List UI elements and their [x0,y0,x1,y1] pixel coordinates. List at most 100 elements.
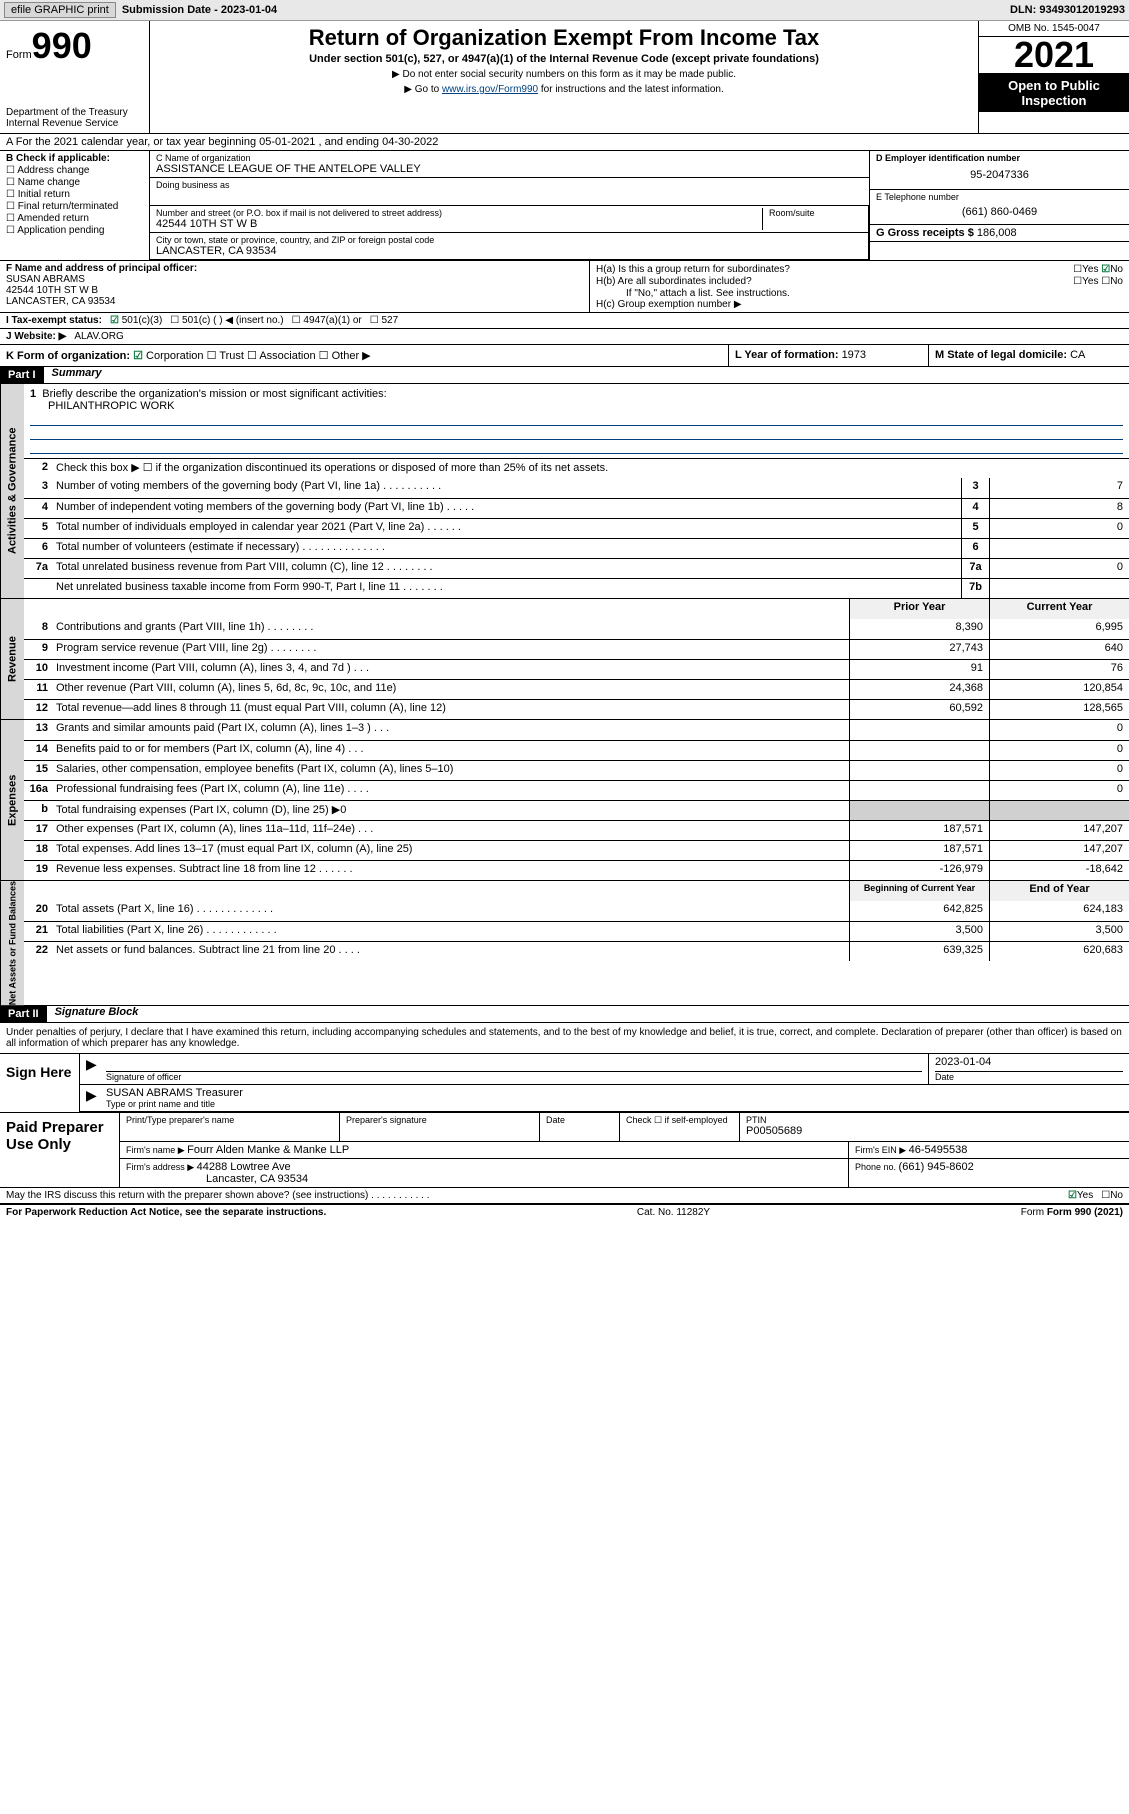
chk-final-return[interactable]: ☐ Final return/terminated [6,201,143,212]
ein-value: 95-2047336 [876,163,1123,187]
form-org-label: K Form of organization: [6,350,130,362]
gross-box: G Gross receipts $ 186,008 [870,225,1129,242]
summary-line: 9Program service revenue (Part VIII, lin… [24,639,1129,659]
summary-line: 14Benefits paid to or for members (Part … [24,740,1129,760]
city-label: City or town, state or province, country… [156,235,862,245]
chk-app-pending[interactable]: ☐ Application pending [6,225,143,236]
street-box: Number and street (or P.O. box if mail i… [150,206,868,233]
self-employed-check[interactable]: Check ☐ if self-employed [620,1113,740,1141]
dba-label: Doing business as [156,180,863,190]
chk-label: Initial return [18,189,70,200]
netassets-section: Net Assets or Fund Balances Beginning of… [0,881,1129,1006]
col-c-org-info: C Name of organization ASSISTANCE LEAGUE… [150,151,869,260]
officer-label: F Name and address of principal officer: [6,263,583,274]
open-public: Open to Public Inspection [979,74,1129,112]
ruled-line [30,412,1123,426]
chk-4947[interactable]: ☐ 4947(a)(1) or [292,315,362,326]
irs-link[interactable]: www.irs.gov/Form990 [442,84,538,95]
tel-box: E Telephone number (661) 860-0469 [870,190,1129,225]
begin-year-header: Beginning of Current Year [849,881,989,901]
officer-name: SUSAN ABRAMS [6,274,583,285]
firm-ein: 46-5495538 [909,1144,968,1156]
ruled-line [30,426,1123,440]
yes-label: Yes [1082,264,1098,275]
goto-post: for instructions and the latest informat… [538,84,724,95]
date-label: Date [935,1072,1123,1082]
tab-net-assets: Net Assets or Fund Balances [0,881,24,1005]
chk-label: Name change [18,177,80,188]
chk-501c3[interactable]: ☑ 501(c)(3) [110,315,162,326]
ha-line: H(a) Is this a group return for subordin… [596,264,1123,275]
firm-name-row: Firm's name ▶ Fourr Alden Manke & Manke … [120,1142,1129,1159]
city-value: LANCASTER, CA 93534 [156,245,862,257]
501c-label: 501(c) ( ) ◀ (insert no.) [182,315,284,326]
discuss-no[interactable]: ☐No [1101,1190,1123,1201]
chk-initial-return[interactable]: ☐ Initial return [6,189,143,200]
officer-name-line: ▶ SUSAN ABRAMS Treasurer Type or print n… [80,1085,1129,1112]
summary-line: 16aProfessional fundraising fees (Part I… [24,780,1129,800]
discuss-yes[interactable]: ☑Yes [1068,1190,1093,1201]
revenue-body: Prior Year Current Year 8Contributions a… [24,599,1129,719]
part2-label: Part II [0,1006,47,1022]
col-f-officer: F Name and address of principal officer:… [0,261,590,312]
summary-line: 15Salaries, other compensation, employee… [24,760,1129,780]
chk-label: Final return/terminated [18,201,119,212]
ha-answer: ☐Yes ☑No [1073,264,1123,275]
year-formation-value: 1973 [842,349,866,361]
chk-name-change[interactable]: ☐ Name change [6,177,143,188]
block-bcd: B Check if applicable: ☐ Address change … [0,151,1129,261]
submission-date: Submission Date - 2023-01-04 [122,4,277,16]
summary-line: 12Total revenue—add lines 8 through 11 (… [24,699,1129,719]
ptin-label: PTIN [746,1115,1123,1125]
hb-text: H(b) Are all subordinates included? [596,276,752,287]
501c3-label: 501(c)(3) [122,315,163,326]
firm-name-label: Firm's name ▶ [126,1145,187,1155]
col-d-right: D Employer identification number 95-2047… [869,151,1129,260]
chk-amended-return[interactable]: ☐ Amended return [6,213,143,224]
chk-label: Amended return [17,213,89,224]
date-label: Date [546,1115,613,1125]
hb-answer: ☐Yes ☐No [1073,276,1123,287]
q1-text: Briefly describe the organization's miss… [42,388,386,400]
prior-year-header: Prior Year [849,599,989,619]
summary-line: Net unrelated business taxable income fr… [24,578,1129,598]
col-h-group: H(a) Is this a group return for subordin… [590,261,1129,312]
governance-section: 1 Briefly describe the organization's mi… [24,384,1129,598]
527-label: 527 [382,315,399,326]
arrow-icon: ▶ [80,1085,100,1111]
ruled-line [30,440,1123,454]
tab-governance: Activities & Governance [0,384,24,598]
summary-line: bTotal fundraising expenses (Part IX, co… [24,800,1129,820]
header-left: Form990 Department of the Treasury Inter… [0,21,150,133]
efile-print-button[interactable]: efile GRAPHIC print [4,2,116,18]
cat-no: Cat. No. 11282Y [637,1207,710,1218]
hb-line: H(b) Are all subordinates included? ☐Yes… [596,276,1123,287]
ein-box: D Employer identification number 95-2047… [870,151,1129,190]
part1-title: Summary [44,367,102,383]
form-title: Return of Organization Exempt From Incom… [156,25,972,51]
hb-note: If "No," attach a list. See instructions… [596,288,1123,299]
sig-intro: Under penalties of perjury, I declare th… [0,1023,1129,1054]
ptin-value: P00505689 [746,1125,1123,1137]
phone-label: Phone no. [855,1162,899,1172]
tab-revenue: Revenue [0,599,24,719]
corp-label: Corporation [146,350,203,362]
sig-officer-label: Signature of officer [106,1072,922,1082]
street-label: Number and street (or P.O. box if mail i… [156,208,762,218]
dln: DLN: 93493012019293 [1010,4,1125,16]
no-label: No [1110,276,1123,287]
paid-preparer-label: Paid Preparer Use Only [0,1113,120,1187]
header-right: OMB No. 1545-0047 2021 Open to Public In… [979,21,1129,133]
part2-header: Part II Signature Block [0,1006,1129,1023]
row-klm: K Form of organization: ☑ Corporation ☐ … [0,345,1129,367]
summary-line: 3Number of voting members of the governi… [24,478,1129,498]
chk-501c[interactable]: ☐ 501(c) ( ) ◀ (insert no.) [170,315,283,326]
chk-address-change[interactable]: ☐ Address change [6,165,143,176]
tab-expenses: Expenses [0,720,24,880]
summary-line: 13Grants and similar amounts paid (Part … [24,720,1129,740]
address-left: Number and street (or P.O. box if mail i… [150,206,869,260]
prep-name-label: Print/Type preparer's name [126,1115,333,1125]
chk-527[interactable]: ☐ 527 [370,315,398,326]
firm-name: Fourr Alden Manke & Manke LLP [187,1144,349,1156]
row-i-tax-status: I Tax-exempt status: ☑ 501(c)(3) ☐ 501(c… [0,313,1129,329]
